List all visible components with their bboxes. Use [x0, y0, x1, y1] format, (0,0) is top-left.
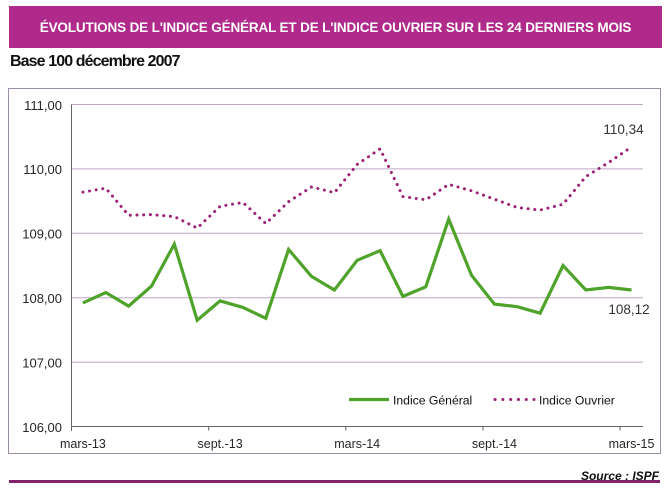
svg-text:mars-13: mars-13	[60, 437, 106, 451]
svg-text:110,34: 110,34	[603, 122, 644, 137]
svg-text:mars-14: mars-14	[334, 437, 380, 451]
svg-text:sept.-13: sept.-13	[198, 437, 243, 451]
svg-text:110,00: 110,00	[23, 162, 62, 177]
svg-text:Indice Général: Indice Général	[393, 394, 472, 408]
svg-text:107,00: 107,00	[22, 355, 62, 370]
svg-text:sept.-14: sept.-14	[472, 437, 517, 451]
svg-text:108,12: 108,12	[608, 302, 649, 317]
svg-text:111,00: 111,00	[24, 98, 62, 113]
svg-text:109,00: 109,00	[22, 227, 62, 242]
svg-text:108,00: 108,00	[22, 291, 62, 306]
svg-text:Indice Ouvrier: Indice Ouvrier	[539, 394, 615, 408]
svg-text:106,00: 106,00	[22, 420, 62, 435]
svg-text:mars-15: mars-15	[609, 437, 655, 451]
